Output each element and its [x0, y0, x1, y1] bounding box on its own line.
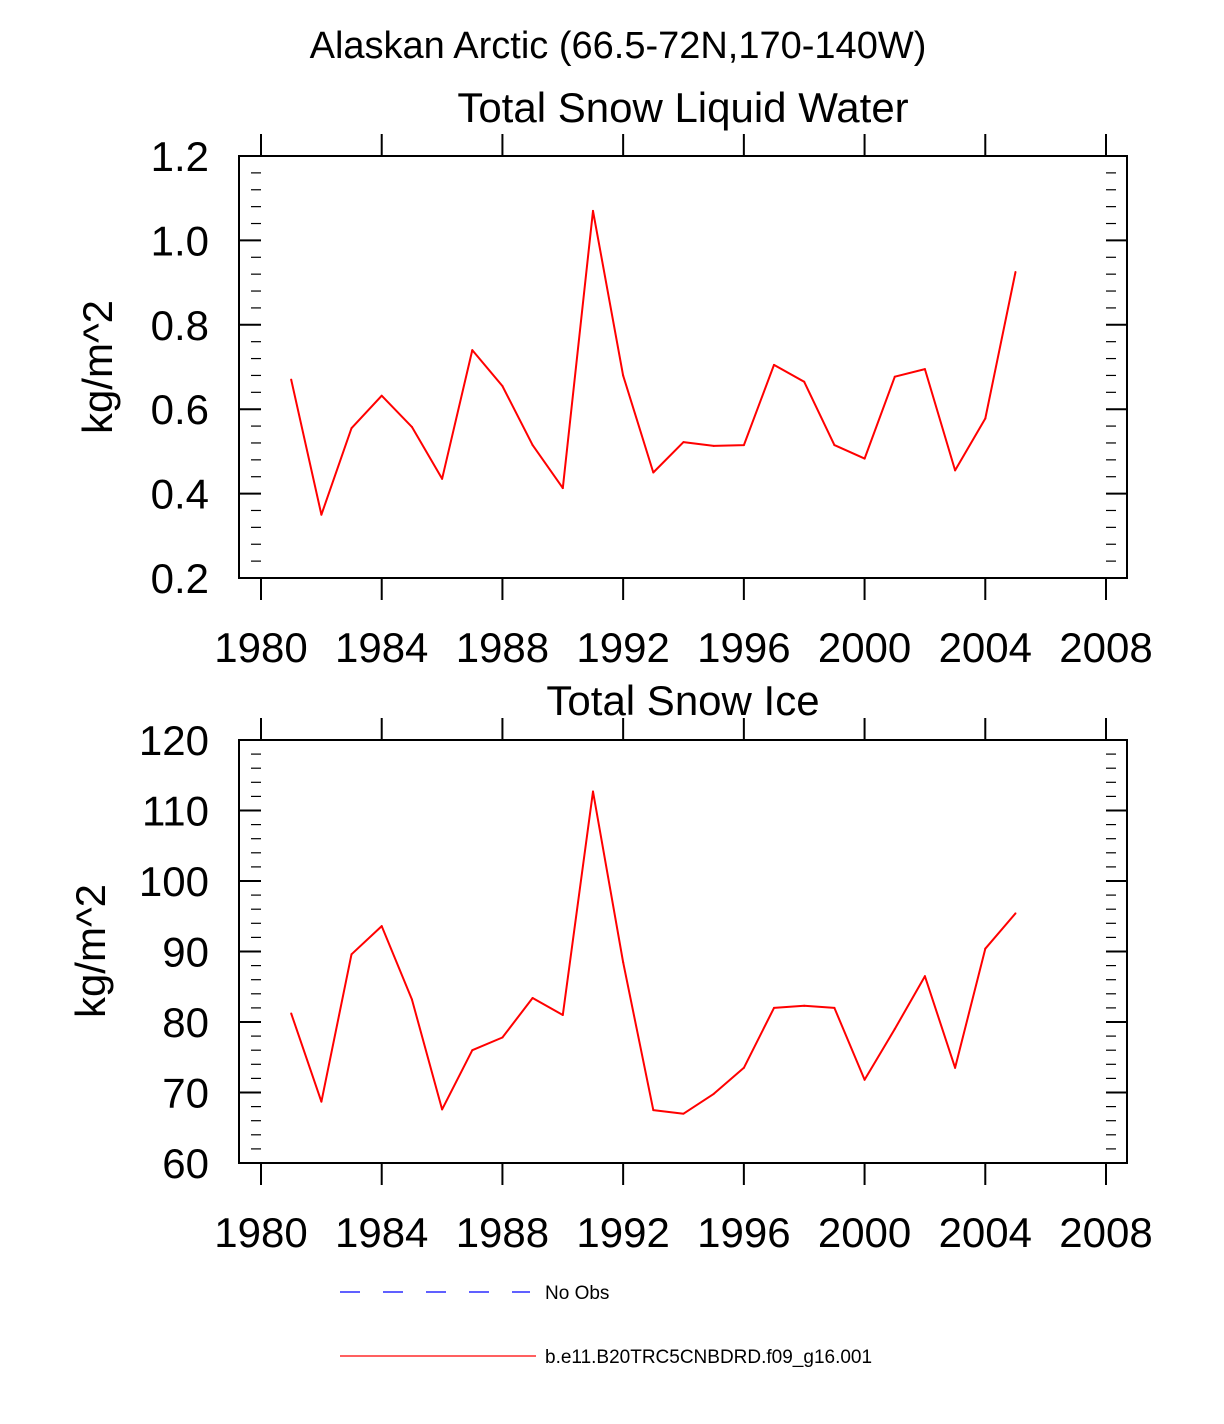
data-point: [320, 513, 323, 516]
data-point: [591, 790, 594, 793]
y-tick-label: 0.4: [151, 471, 209, 518]
y-tick-label: 100: [139, 858, 209, 905]
y-tick-label: 0.8: [151, 302, 209, 349]
data-point: [803, 1004, 806, 1007]
x-tick-label: 1988: [456, 624, 549, 671]
data-point: [561, 487, 564, 490]
x-tick-label: 1992: [576, 1209, 669, 1256]
y-axis-label: kg/m^2: [74, 300, 121, 434]
data-point: [531, 444, 534, 447]
plot-frame: [238, 155, 1128, 579]
series-group: [290, 790, 1017, 1115]
data-point: [1014, 912, 1017, 915]
data-point: [712, 444, 715, 447]
axes: 1980 1984 1988 1992 1996 2000 2004 2008 60 70 80 90…: [139, 717, 1153, 1256]
y-axis-label: kg/m^2: [67, 884, 114, 1018]
data-point: [290, 1012, 293, 1015]
x-tick-label: 1996: [697, 1209, 790, 1256]
data-point: [773, 1006, 776, 1009]
data-point: [531, 997, 534, 1000]
y-tick-label: 90: [162, 929, 209, 976]
panel-snow-ice: Total Snow Ice kg/m^2 1980 1984 1988 1992 19…: [67, 677, 1153, 1256]
data-point: [471, 1049, 474, 1052]
data-point: [441, 1108, 444, 1111]
data-point: [682, 1112, 685, 1115]
data-point: [350, 953, 353, 956]
data-point: [380, 394, 383, 397]
data-point: [652, 1109, 655, 1112]
data-point: [742, 1066, 745, 1069]
data-point: [893, 375, 896, 378]
data-point: [320, 1100, 323, 1103]
x-tick-label: 1992: [576, 624, 669, 671]
data-point: [893, 1028, 896, 1031]
y-tick-label: 120: [139, 717, 209, 764]
x-tick-label: 1984: [335, 624, 428, 671]
data-point: [863, 457, 866, 460]
data-point: [833, 1006, 836, 1009]
data-point: [380, 925, 383, 928]
y-tick-label: 0.6: [151, 386, 209, 433]
data-point: [803, 380, 806, 383]
data-point: [410, 998, 413, 1001]
data-point: [652, 471, 655, 474]
data-point: [773, 363, 776, 366]
data-point: [833, 444, 836, 447]
data-point: [742, 444, 745, 447]
x-tick-label: 2000: [818, 624, 911, 671]
data-point: [501, 1036, 504, 1039]
panel-snow-liquid-water: Total Snow Liquid Water kg/m^2 1980 1984 1…: [74, 84, 1153, 671]
panel-title: Total Snow Ice: [546, 677, 819, 724]
data-point: [923, 368, 926, 371]
legend-label-model: b.e11.B20TRC5CNBDRD.f09_g16.001: [545, 1347, 872, 1368]
data-point: [350, 427, 353, 430]
y-tick-label: 1.2: [151, 133, 209, 180]
x-tick-label: 2000: [818, 1209, 911, 1256]
y-tick-label: 0.2: [151, 555, 209, 602]
x-tick-label: 1996: [697, 624, 790, 671]
main-title: Alaskan Arctic (66.5-72N,170-140W): [310, 25, 927, 67]
y-tick-label: 80: [162, 999, 209, 1046]
data-point: [863, 1078, 866, 1081]
data-point: [712, 1092, 715, 1095]
x-tick-label: 1984: [335, 1209, 428, 1256]
data-point: [984, 947, 987, 950]
y-tick-label: 60: [162, 1140, 209, 1187]
x-tick-label: 2008: [1059, 624, 1152, 671]
data-point: [622, 374, 625, 377]
x-tick-label: 1988: [456, 1209, 549, 1256]
data-point: [984, 417, 987, 420]
data-point: [954, 1066, 957, 1069]
legend: No Obs b.e11.B20TRC5CNBDRD.f09_g16.001: [340, 1283, 872, 1368]
data-point: [501, 384, 504, 387]
data-point: [923, 975, 926, 978]
data-point: [682, 441, 685, 444]
axes: 1980 1984 1988 1992 1996 2000 2004 2008 0.2 0.4 0.…: [151, 133, 1153, 671]
legend-label-no-obs: No Obs: [545, 1283, 609, 1304]
data-point: [622, 961, 625, 964]
x-tick-label: 1980: [214, 624, 307, 671]
data-point: [591, 209, 594, 212]
y-tick-label: 1.0: [151, 217, 209, 264]
x-tick-label: 2004: [939, 1209, 1032, 1256]
x-tick-label: 2004: [939, 624, 1032, 671]
data-point: [441, 477, 444, 480]
data-point: [1014, 271, 1017, 274]
panel-title: Total Snow Liquid Water: [457, 84, 908, 131]
y-tick-label: 110: [142, 788, 209, 835]
x-tick-label: 2008: [1059, 1209, 1152, 1256]
data-point: [290, 378, 293, 381]
data-point: [471, 349, 474, 352]
data-point: [561, 1013, 564, 1016]
data-point: [410, 425, 413, 428]
data-point: [954, 469, 957, 472]
x-tick-label: 1980: [214, 1209, 307, 1256]
y-tick-label: 70: [162, 1070, 209, 1117]
series-group: [290, 209, 1017, 516]
